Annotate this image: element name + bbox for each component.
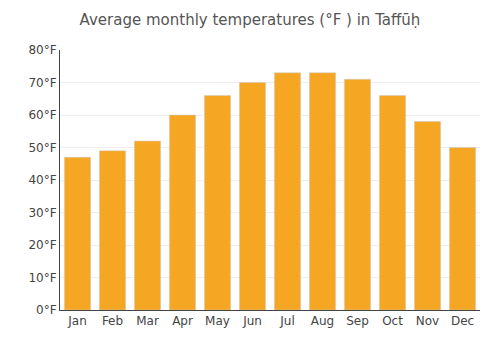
svg-text:40°F: 40°F [28,173,56,187]
svg-text:Mar: Mar [136,314,159,328]
svg-text:Nov: Nov [416,314,439,328]
svg-text:Oct: Oct [382,314,403,328]
svg-text:20°F: 20°F [28,238,56,252]
svg-text:Sep: Sep [346,314,369,328]
svg-text:Aug: Aug [311,314,334,328]
svg-text:80°F: 80°F [28,43,56,57]
svg-text:Feb: Feb [102,314,123,328]
svg-text:30°F: 30°F [28,206,56,220]
svg-text:Jun: Jun [242,314,262,328]
svg-text:Dec: Dec [451,314,474,328]
svg-text:0°F: 0°F [36,303,57,317]
svg-text:Jul: Jul [279,314,294,328]
svg-text:Jan: Jan [67,314,87,328]
svg-text:10°F: 10°F [28,271,56,285]
svg-text:50°F: 50°F [28,141,56,155]
svg-text:Apr: Apr [172,314,193,328]
svg-text:Average monthly temperatures (: Average monthly temperatures (°F ) in Ta… [80,11,421,29]
svg-text:60°F: 60°F [28,108,56,122]
svg-text:70°F: 70°F [28,76,56,90]
svg-text:May: May [205,314,230,328]
